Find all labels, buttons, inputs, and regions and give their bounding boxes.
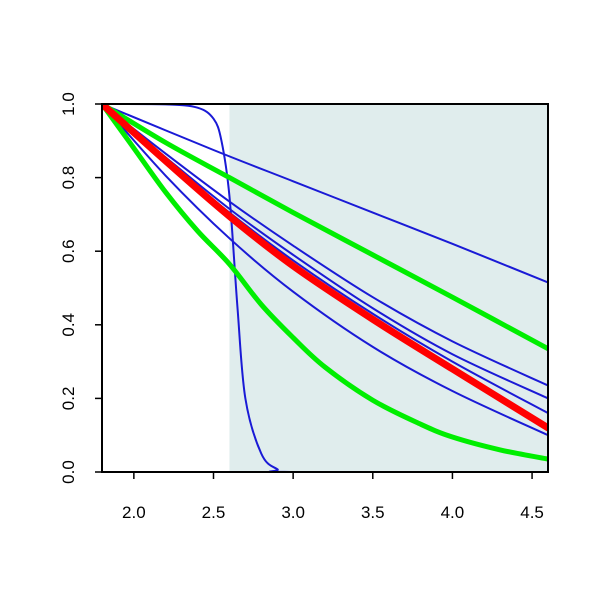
series-line-3 — [102, 104, 548, 387]
x-tick-label: 2.0 — [122, 503, 146, 522]
y-tick-label: 1.0 — [59, 92, 78, 116]
x-tick-label: 4.0 — [441, 503, 465, 522]
x-tick-label: 3.5 — [361, 503, 385, 522]
x-tick-label: 3.0 — [281, 503, 305, 522]
series-line-2 — [102, 104, 548, 284]
y-tick-label: 0.0 — [59, 460, 78, 484]
y-tick-label: 0.4 — [59, 313, 78, 337]
y-tick-label: 0.8 — [59, 166, 78, 190]
shaded-region-layer — [229, 104, 548, 472]
y-tick-label: 0.2 — [59, 387, 78, 411]
y-tick-label: 0.6 — [59, 239, 78, 263]
shaded-region — [229, 104, 548, 472]
series-layer — [102, 104, 548, 472]
x-axis: 2.0 2.5 3.0 3.5 4.0 4.5 — [122, 471, 544, 522]
x-tick-label: 4.5 — [520, 503, 544, 522]
y-axis: 0.0 0.2 0.4 0.6 0.8 1.0 — [59, 92, 103, 484]
series-line-7 — [102, 104, 548, 352]
x-tick-label: 2.5 — [202, 503, 226, 522]
series-line-9 — [102, 104, 548, 432]
series-line-8 — [102, 104, 548, 462]
series-line-6 — [102, 104, 548, 437]
